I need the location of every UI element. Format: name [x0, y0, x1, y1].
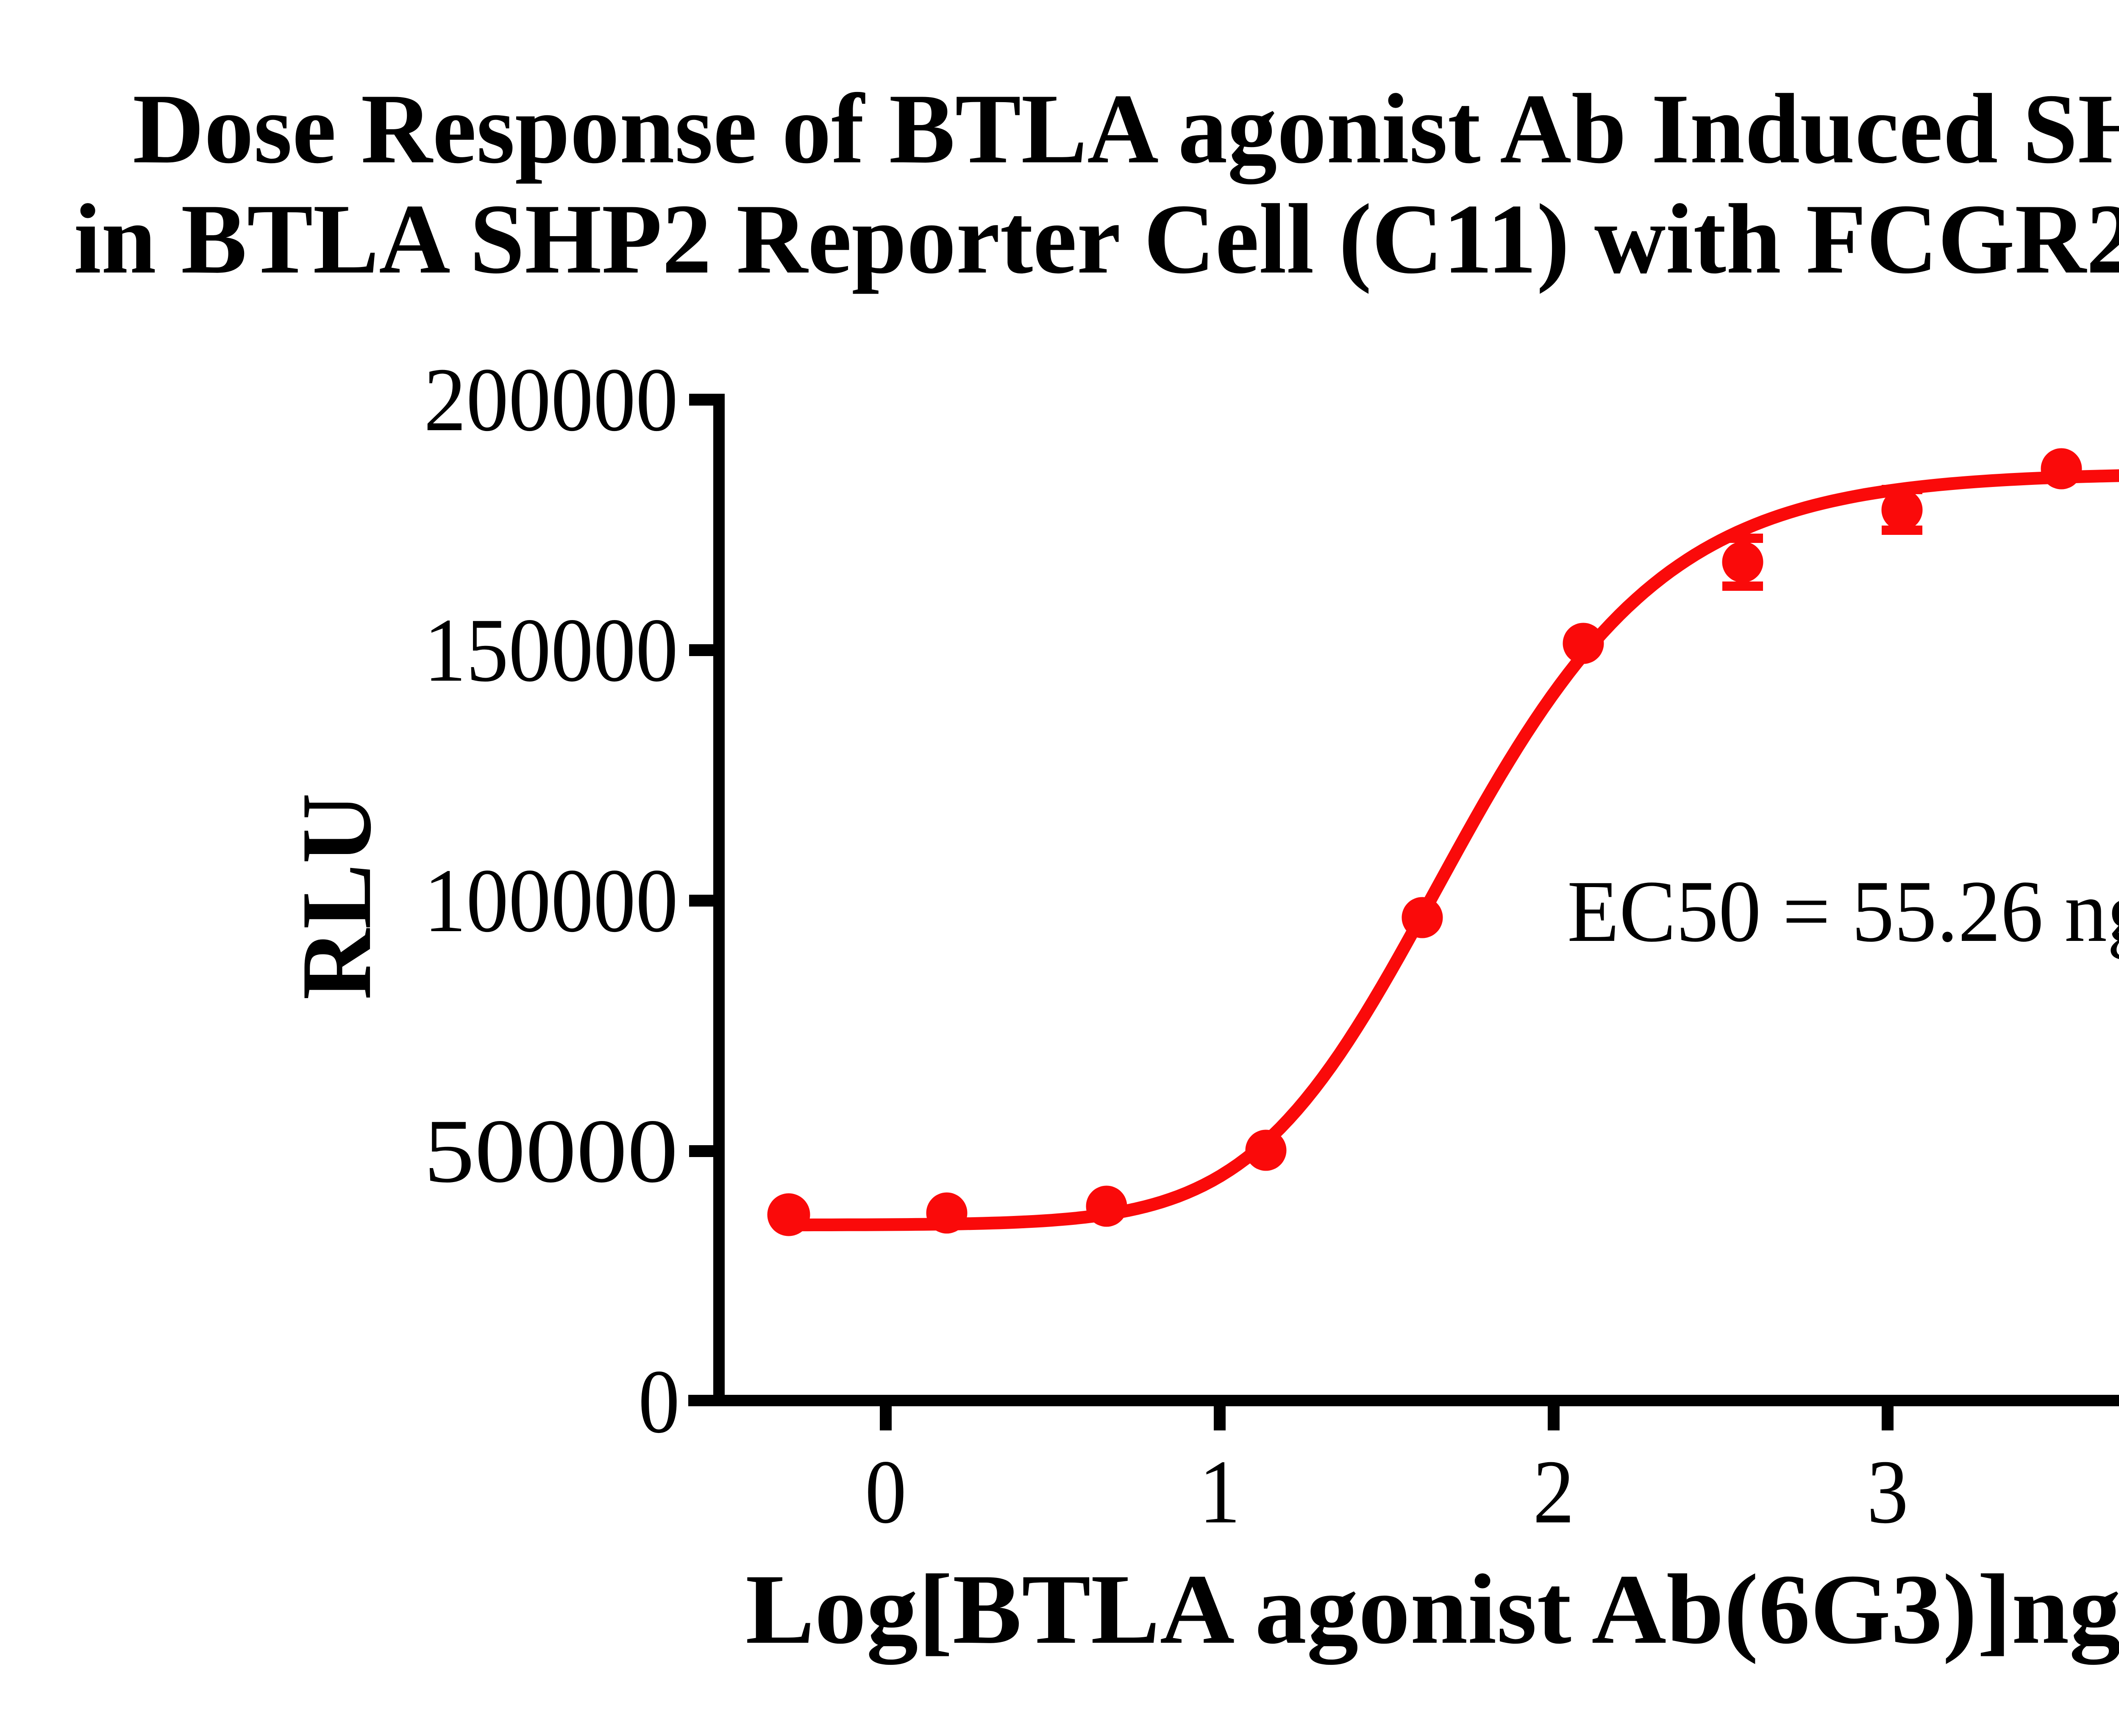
- svg-text:1: 1: [1199, 1441, 1240, 1542]
- svg-text:200000: 200000: [424, 349, 678, 450]
- svg-text:2: 2: [1533, 1441, 1574, 1542]
- svg-text:0: 0: [638, 1351, 680, 1452]
- svg-text:RLU: RLU: [281, 793, 392, 1000]
- svg-text:100000: 100000: [424, 850, 678, 951]
- svg-text:150000: 150000: [424, 599, 678, 701]
- svg-text:EC50 = 55.26 ng/ml: EC50 = 55.26 ng/ml: [1567, 862, 2119, 960]
- svg-text:in BTLA SHP2 Reporter Cell (C1: in BTLA SHP2 Reporter Cell (C11) with FC…: [74, 184, 2119, 295]
- svg-text:Dose Response of BTLA agonist: Dose Response of BTLA agonist Ab Induced…: [133, 74, 2119, 184]
- svg-text:50000: 50000: [424, 1100, 678, 1202]
- svg-text:Log[BTLA agonist Ab(6G3)]ng/ml: Log[BTLA agonist Ab(6G3)]ng/ml: [745, 1554, 2119, 1665]
- svg-text:0: 0: [865, 1441, 907, 1542]
- svg-text:3: 3: [1867, 1441, 1908, 1542]
